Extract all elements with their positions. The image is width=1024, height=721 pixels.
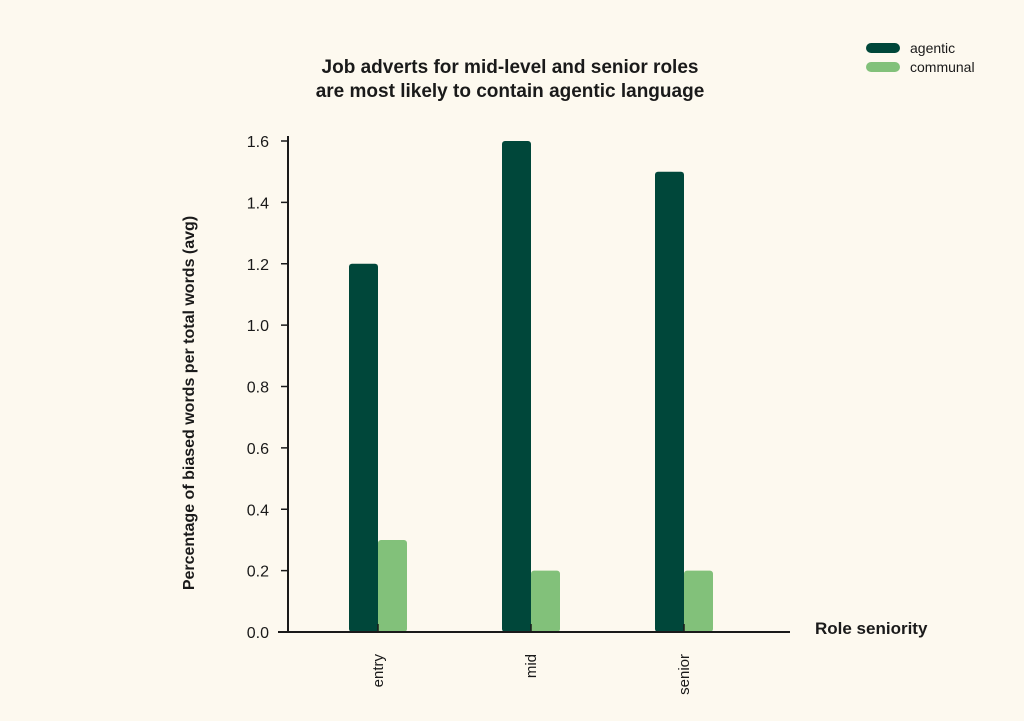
y-tick-label-0.2: 0.2 <box>247 564 269 581</box>
y-tick-label-1.6: 1.6 <box>247 134 269 151</box>
chart-title-line-2: are most likely to contain agentic langu… <box>315 81 705 102</box>
legend-label-agentic: agentic <box>910 39 956 56</box>
legend-label-communal: communal <box>910 58 975 75</box>
x-tick-label-senior: senior <box>676 654 693 695</box>
bar-agentic-mid <box>502 141 531 632</box>
bar-agentic-senior <box>655 171 684 632</box>
chart-title-line-1: Job adverts for mid-level and senior rol… <box>321 57 699 78</box>
legend: agentic communal <box>866 38 975 76</box>
y-tick-label-0.6: 0.6 <box>247 441 269 458</box>
bar-communal-senior <box>684 570 713 632</box>
legend-item-communal: communal <box>866 57 975 76</box>
bar-communal-entry <box>378 539 407 632</box>
chart-title: Job adverts for mid-level and senior rol… <box>260 56 760 104</box>
bar-communal-mid <box>531 570 560 632</box>
y-tick-label-0.4: 0.4 <box>247 502 269 519</box>
x-tick-label-entry: entry <box>370 654 387 688</box>
bar-agentic-entry <box>349 263 378 632</box>
y-tick-label-1.0: 1.0 <box>247 318 269 335</box>
legend-swatch-communal <box>866 61 900 72</box>
y-tick-label-0.8: 0.8 <box>247 380 269 397</box>
y-tick-label-0.0: 0.0 <box>247 625 269 642</box>
y-axis-label: Percentage of biased words per total wor… <box>181 216 198 590</box>
x-axis-label: Role seniority <box>815 619 928 638</box>
x-tick-label-mid: mid <box>523 654 540 678</box>
legend-item-agentic: agentic <box>866 38 975 57</box>
legend-swatch-agentic <box>866 42 900 53</box>
y-tick-label-1.4: 1.4 <box>247 195 269 212</box>
y-tick-label-1.2: 1.2 <box>247 257 269 274</box>
